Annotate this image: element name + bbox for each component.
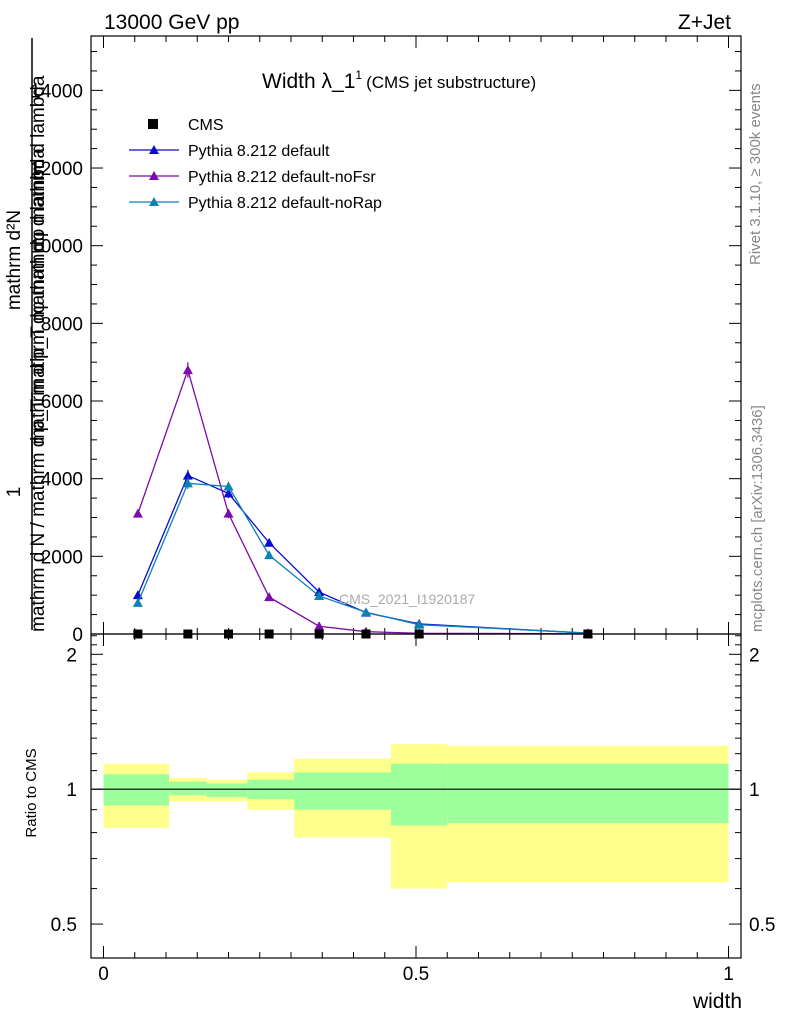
series-point bbox=[132, 597, 143, 607]
y-tick-label: 8000 bbox=[41, 314, 83, 335]
series-point bbox=[264, 592, 275, 602]
y-tick-label: 12000 bbox=[30, 159, 83, 180]
ratio-band-inner-6 bbox=[447, 763, 729, 824]
ratio-tick-label: 2 bbox=[66, 645, 77, 666]
y-tick-label: 0 bbox=[72, 625, 83, 646]
legend-marker-0 bbox=[149, 145, 159, 154]
ratio-tick-label-right: 2 bbox=[749, 645, 760, 666]
legend-label-2: Pythia 8.212 default-noRap bbox=[188, 195, 382, 212]
series-point bbox=[132, 508, 143, 518]
ratio-band-inner-2 bbox=[206, 783, 248, 798]
ratio-tick-label-right: 1 bbox=[749, 780, 760, 801]
y-label-numerator: 1 bbox=[4, 487, 25, 498]
series-point bbox=[182, 470, 193, 480]
y-label-top: mathrm d²N bbox=[4, 210, 25, 310]
series-point bbox=[264, 537, 275, 547]
main-y-axis-label: mathrm d²N mathrm d p_T mathrm dφ mathrm… bbox=[4, 38, 49, 632]
legend-marker-1 bbox=[149, 171, 159, 180]
y-label-bottom: mathrm d p_T mathrm dφ mathrm d lambda bbox=[28, 75, 49, 444]
legend-marker-data bbox=[148, 119, 158, 129]
series-line-0 bbox=[137, 474, 588, 634]
chart-title: Width λ_11 (CMS jet substructure) bbox=[262, 68, 536, 93]
y-tick-label: 2000 bbox=[41, 547, 83, 568]
x-tick-label: 0.5 bbox=[403, 964, 429, 985]
process-label: Z+Jet bbox=[678, 11, 731, 34]
analysis-label: CMS_2021_I1920187 bbox=[339, 591, 475, 607]
legend-label-0: Pythia 8.212 default bbox=[188, 143, 330, 160]
series-point bbox=[314, 590, 325, 600]
ratio-y-label: Ratio to CMS bbox=[23, 748, 40, 837]
legend-marker-2 bbox=[149, 197, 159, 206]
series-point bbox=[223, 488, 234, 498]
x-tick-label: 0 bbox=[98, 964, 109, 985]
series-point bbox=[361, 607, 371, 617]
series-point bbox=[223, 508, 234, 518]
x-tick-label: 1 bbox=[723, 964, 734, 985]
main-panel: 0 2000 4000 6000 8000 10000 12000 14000 bbox=[30, 35, 742, 646]
y-tick-label: 10000 bbox=[30, 237, 83, 258]
series-line-1 bbox=[137, 367, 588, 635]
ratio-band-inner-1 bbox=[169, 781, 207, 796]
legend-label-data: CMS bbox=[188, 117, 224, 134]
series-point bbox=[264, 550, 275, 560]
series-point bbox=[182, 478, 193, 488]
legend: CMS Pythia 8.212 default Pythia 8.212 defa… bbox=[129, 117, 382, 212]
series-point bbox=[223, 481, 234, 491]
ratio-band-inner-5 bbox=[391, 763, 448, 826]
ratio-panel: 0 0.5 1 0.5 0.5 1 1 2 2 bbox=[51, 633, 775, 985]
y-tick-label: 6000 bbox=[41, 392, 83, 413]
series-point bbox=[414, 619, 425, 629]
ratio-tick-label: 0.5 bbox=[51, 915, 77, 936]
y-label-denominator: mathrm d N / mathrm d p_T mathrm dφ math… bbox=[28, 148, 49, 632]
x-axis-label: width bbox=[692, 990, 742, 1013]
legend-label-1: Pythia 8.212 default-noFsr bbox=[188, 169, 376, 186]
series-point bbox=[182, 364, 193, 374]
y-tick-label: 4000 bbox=[41, 470, 83, 491]
y-tick-label: 14000 bbox=[30, 81, 83, 102]
series-point bbox=[314, 621, 325, 631]
mcplots-label: mcplots.cern.ch [arXiv:1306.3436] bbox=[749, 405, 766, 632]
ratio-tick-label-right: 0.5 bbox=[749, 915, 775, 936]
energy-label: 13000 GeV pp bbox=[104, 11, 239, 34]
ratio-tick-label: 1 bbox=[66, 780, 77, 801]
ratio-band-inner-0 bbox=[103, 774, 170, 806]
series-line-2 bbox=[137, 482, 588, 634]
ratio-band-inner-4 bbox=[294, 772, 391, 810]
rivet-label: Rivet 3.1.10, ≥ 300k events bbox=[747, 83, 764, 265]
